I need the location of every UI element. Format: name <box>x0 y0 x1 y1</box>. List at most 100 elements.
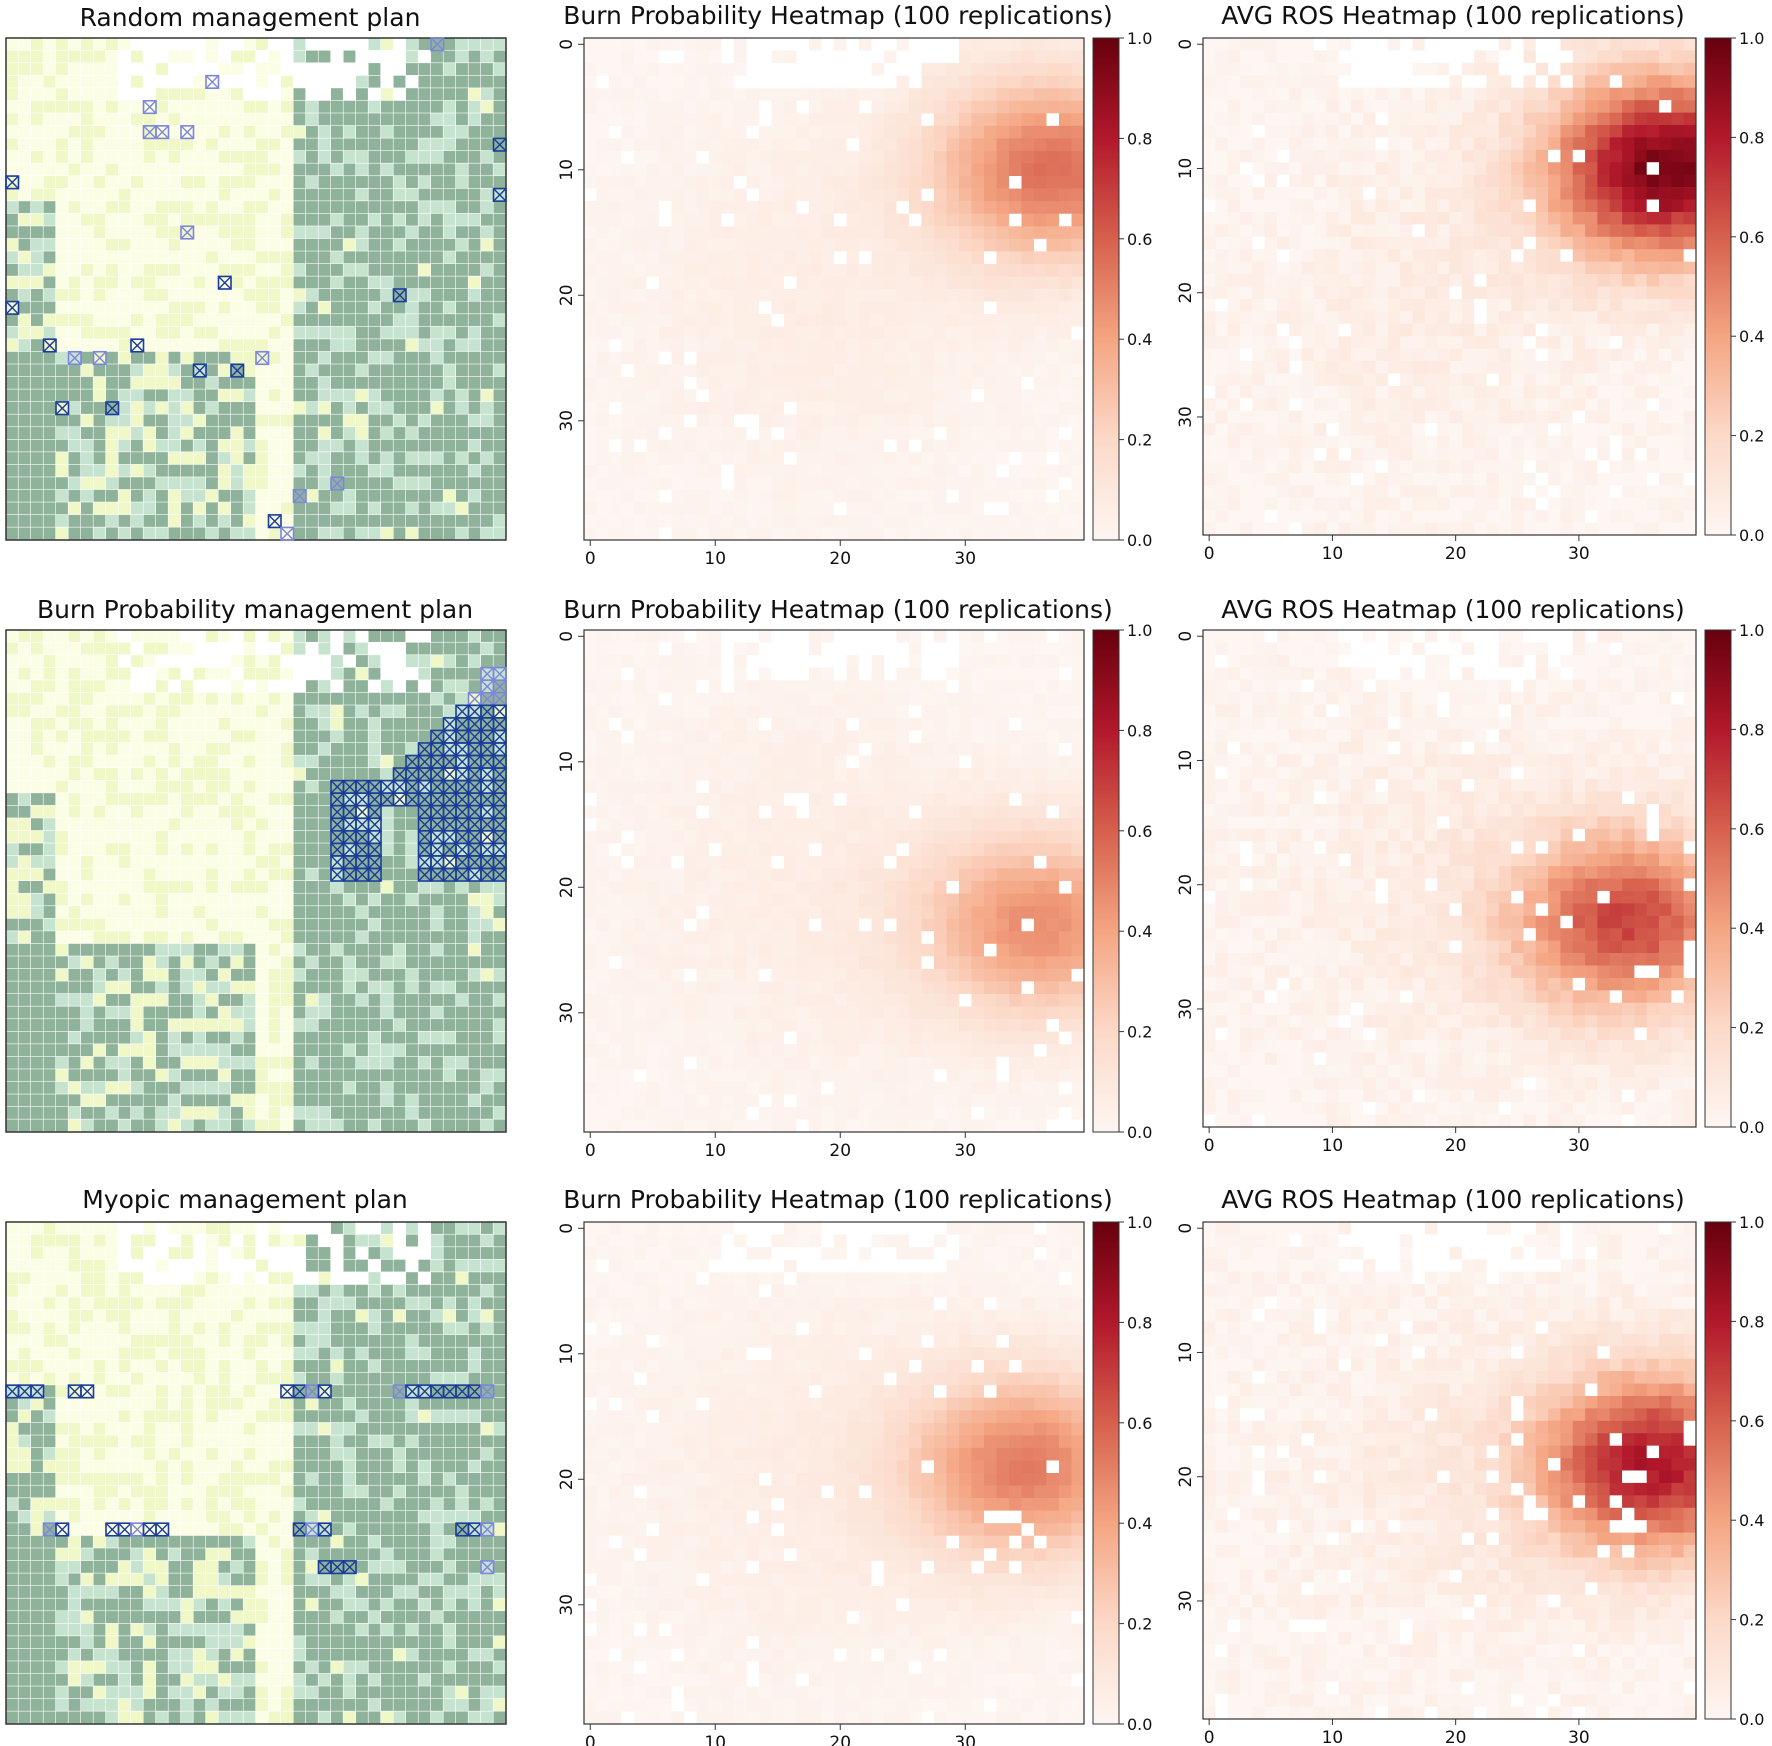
heat-cell <box>1646 435 1660 449</box>
plan-cell <box>381 150 393 163</box>
heat-cell <box>1313 298 1327 312</box>
heat-cell <box>909 326 922 340</box>
heat-cell <box>1609 435 1623 449</box>
heat-cell <box>871 502 885 516</box>
heat-cell <box>1021 88 1035 102</box>
plan-cell <box>456 263 468 276</box>
plan-cell <box>18 326 31 339</box>
heat-cell <box>671 150 685 164</box>
heat-cell <box>1511 398 1524 412</box>
heat-cell <box>1659 398 1672 412</box>
heat-cell <box>1412 137 1426 151</box>
plan-cell <box>118 427 131 439</box>
heat-cell <box>1021 263 1035 277</box>
heat-cell <box>584 251 597 265</box>
heat-cell <box>721 50 735 64</box>
heat-cell <box>671 226 685 240</box>
plan-cell <box>456 176 468 188</box>
plan-cell <box>18 100 31 113</box>
heat-cell <box>796 201 810 214</box>
plan-cell <box>318 502 331 515</box>
heat-cell <box>959 464 972 478</box>
heat-cell <box>984 276 997 290</box>
heat-cell <box>984 489 997 503</box>
heat-cell <box>746 289 760 302</box>
heat-cell <box>609 439 622 453</box>
heat-cell <box>734 527 747 541</box>
heat-cell <box>684 50 697 64</box>
heat-cell <box>659 38 672 51</box>
heat-cell <box>1412 162 1426 175</box>
heat-cell <box>1560 485 1574 499</box>
heat-cell <box>1523 261 1537 275</box>
plan-cell <box>43 364 56 377</box>
plan-cell <box>306 63 318 76</box>
plan-cell <box>256 251 268 264</box>
plan-cell <box>281 38 293 50</box>
plan-cell <box>318 238 331 251</box>
heat-cell <box>821 238 835 252</box>
plan-cell <box>281 163 293 176</box>
plan-cell <box>493 502 506 515</box>
heat-cell <box>684 527 697 541</box>
plan-cell <box>493 100 506 113</box>
plan-cell <box>18 50 31 63</box>
heat-cell <box>1059 439 1072 453</box>
heat-cell <box>609 452 622 465</box>
heat-cell <box>1276 298 1290 312</box>
plan-cell <box>406 75 418 88</box>
heat-cell <box>1609 149 1623 163</box>
heat-cell <box>1486 472 1500 486</box>
heat-cell <box>1021 38 1035 51</box>
heat-cell <box>1387 522 1401 536</box>
heat-cell <box>1338 224 1352 238</box>
plan-cell <box>431 150 443 163</box>
heat-cell <box>759 289 772 302</box>
heat-cell <box>1659 336 1672 349</box>
heat-cell <box>896 489 910 503</box>
heat-cell <box>759 201 772 214</box>
firebreak-cell <box>192 363 207 378</box>
heat-cell <box>659 75 672 89</box>
heat-cell <box>1326 211 1339 225</box>
plan-cell <box>268 301 281 314</box>
heat-cell <box>1239 162 1253 175</box>
heat-cell <box>946 38 960 51</box>
heat-cell <box>659 163 672 177</box>
heat-cell <box>1622 460 1635 474</box>
heat-cell <box>871 477 885 491</box>
plan-cell <box>381 176 393 188</box>
heat-cell <box>1622 124 1635 138</box>
plan-cell <box>493 201 506 214</box>
plan-cell <box>406 176 418 188</box>
plan-cell <box>168 226 181 239</box>
plan-cell <box>443 238 456 251</box>
heat-cell <box>1560 522 1574 536</box>
heat-cell <box>934 138 947 152</box>
heat-cell <box>821 502 835 516</box>
heat-cell <box>609 150 622 164</box>
heat-cell <box>634 138 647 152</box>
heat-cell <box>934 75 947 89</box>
heat-cell <box>1350 187 1364 200</box>
heat-cell <box>1683 472 1697 486</box>
heat-cell <box>1071 414 1085 428</box>
plan-cell <box>418 439 431 452</box>
heat-cell <box>1400 149 1413 163</box>
heat-cell <box>1009 88 1022 102</box>
heat-cell <box>1203 361 1216 374</box>
heat-cell <box>634 502 647 516</box>
plan-cell <box>56 150 68 163</box>
heat-cell <box>1289 137 1302 151</box>
heat-cell <box>1276 485 1290 499</box>
heat-cell <box>1338 460 1352 474</box>
heat-cell <box>1535 249 1549 262</box>
heat-cell <box>1059 502 1072 516</box>
heat-cell <box>1363 348 1376 362</box>
heat-cell <box>1535 274 1549 287</box>
heat-cell <box>1326 75 1339 89</box>
plan-cell <box>393 226 406 239</box>
heat-cell <box>934 289 947 302</box>
plan-cell <box>418 514 431 527</box>
heat-cell <box>1400 162 1413 175</box>
